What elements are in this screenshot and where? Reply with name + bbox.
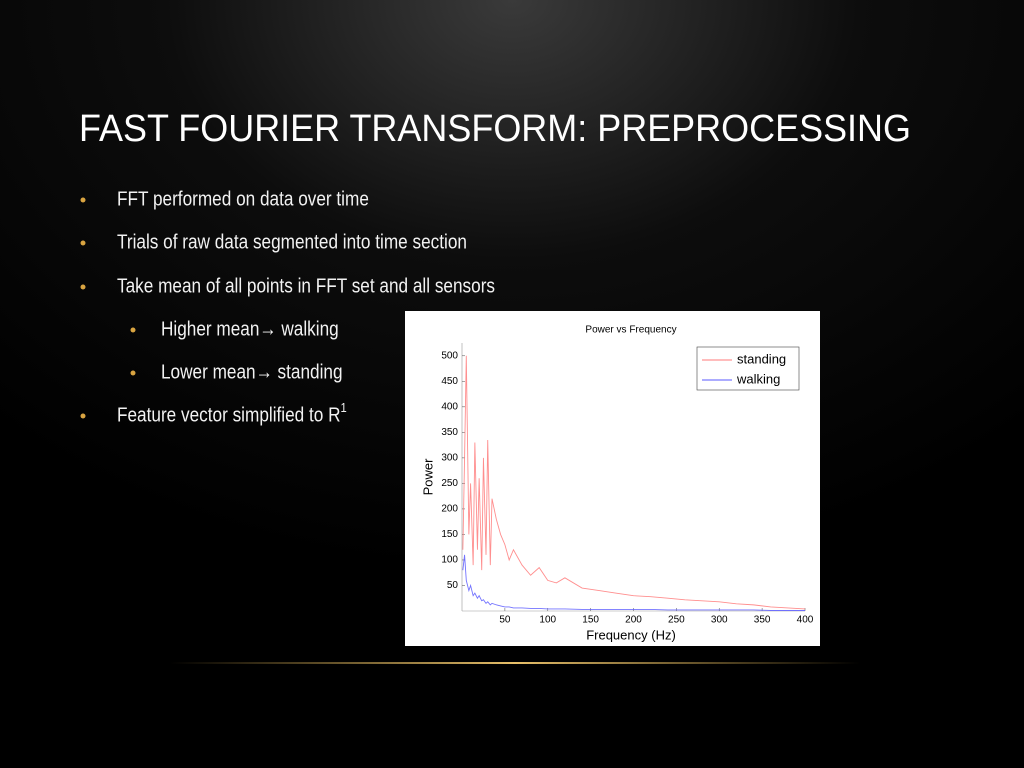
- chart: Power vs Frequency Frequency (Hz) Power 50 1…: [420, 325, 813, 643]
- x-tick-label: 100: [539, 615, 556, 626]
- y-tick-label: 350: [441, 427, 458, 438]
- bullet-text-span: Take mean of all points in FFT set and a…: [117, 274, 495, 297]
- bullet-text: Higher mean→ walking: [161, 317, 339, 340]
- bullet-text-span: FFT performed on data over time: [117, 187, 369, 210]
- series-line: [462, 355, 806, 610]
- y-tick-label: 200: [441, 504, 458, 515]
- bullet-dot: [80, 413, 86, 419]
- y-tick-label: 300: [441, 452, 458, 463]
- bullet-dot: [80, 240, 86, 246]
- legend-label: walking: [736, 371, 780, 386]
- y-tick-label: 250: [441, 478, 458, 489]
- bullet-dot: [130, 370, 136, 376]
- slide-title: FAST FOURIER TRANSFORM: PREPROCESSING: [79, 108, 911, 150]
- y-tick-label: 150: [441, 529, 458, 540]
- bullet-list: FFT performed on data over time Trials of…: [80, 187, 495, 426]
- bullet-text: FFT performed on data over time: [117, 187, 369, 210]
- bullet-text-span: Lower mean→ standing: [161, 360, 343, 383]
- bullet-text-span: Trials of raw data segmented into time s…: [117, 230, 467, 253]
- y-tick-label: 450: [441, 376, 458, 387]
- y-tick-label: 50: [447, 580, 459, 591]
- bullet-text: Lower mean→ standing: [161, 360, 343, 383]
- x-tick-label: 50: [499, 615, 511, 626]
- y-tick-label: 400: [441, 401, 458, 412]
- series-line: [462, 554, 805, 611]
- bullet-dot: [80, 197, 86, 203]
- x-tick-label: 350: [754, 615, 771, 626]
- y-axis-label: Power: [420, 458, 435, 496]
- x-tick-label: 400: [797, 615, 814, 626]
- x-tick-label: 250: [668, 615, 685, 626]
- x-tick-label: 150: [582, 615, 599, 626]
- bullet-text-span: Higher mean→ walking: [161, 317, 339, 340]
- bullet-text: Feature vector simplified to R1: [117, 401, 347, 426]
- superscript: 1: [341, 401, 347, 416]
- divider: [170, 662, 860, 664]
- bullet-text: Take mean of all points in FFT set and a…: [117, 274, 495, 297]
- x-axis-label: Frequency (Hz): [586, 627, 676, 642]
- chart-title: Power vs Frequency: [585, 325, 676, 336]
- y-tick-label: 100: [441, 555, 458, 566]
- bullet-dot: [80, 284, 86, 290]
- bullet-dot: [130, 327, 136, 333]
- legend-label: standing: [737, 351, 786, 366]
- x-tick-label: 200: [625, 615, 642, 626]
- y-tick-label: 500: [441, 350, 458, 361]
- bullet-text: Trials of raw data segmented into time s…: [117, 230, 467, 253]
- bullet-text-span: Feature vector simplified to R: [117, 403, 341, 426]
- x-tick-label: 300: [711, 615, 728, 626]
- legend-box: [696, 346, 800, 391]
